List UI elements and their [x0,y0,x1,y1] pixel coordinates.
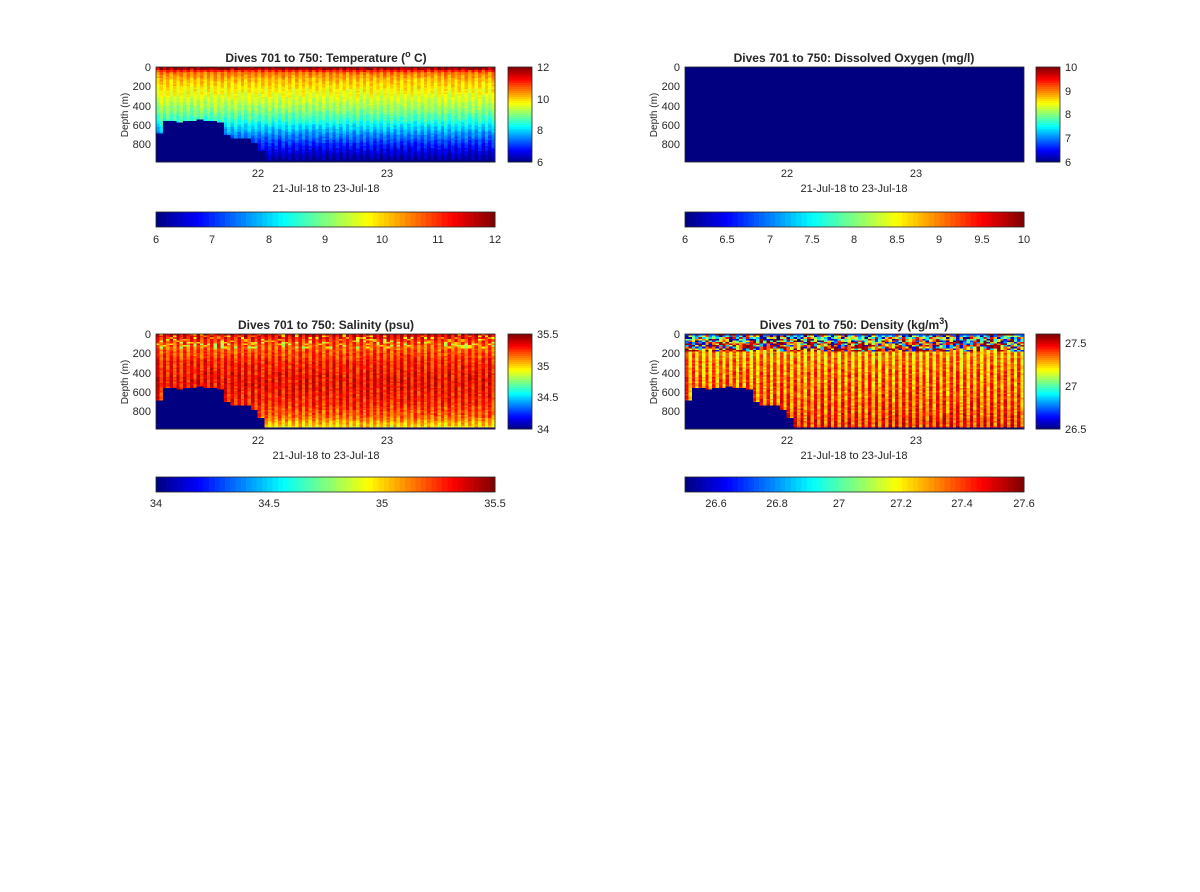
temperature-title: Dives 701 to 750: Temperature (o C) [225,49,426,65]
temperature-heatmap [156,67,495,162]
temperature-panel: Dives 701 to 750: Temperature (o C) 0 20… [120,49,549,246]
